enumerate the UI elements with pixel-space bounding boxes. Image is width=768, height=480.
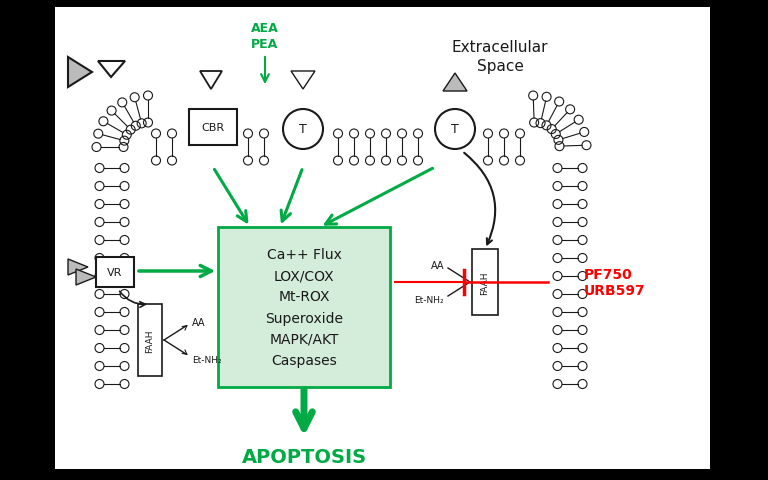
Bar <box>55 8 710 469</box>
Text: T: T <box>451 123 458 136</box>
Text: APOPTOSIS: APOPTOSIS <box>241 447 366 467</box>
Text: Et-NH₂: Et-NH₂ <box>192 356 222 365</box>
Bar <box>218 228 390 387</box>
Text: PF750: PF750 <box>584 267 633 281</box>
Bar <box>138 304 162 376</box>
Text: Extracellular
Space: Extracellular Space <box>452 40 548 73</box>
Text: URB597: URB597 <box>584 283 646 298</box>
Text: VR: VR <box>108 267 123 277</box>
Polygon shape <box>68 58 92 88</box>
Bar <box>189 110 237 146</box>
Text: Ca++ Flux
LOX/COX
Mt-ROX
Superoxide
MAPK/AKT
Caspases: Ca++ Flux LOX/COX Mt-ROX Superoxide MAPK… <box>265 248 343 367</box>
Circle shape <box>435 110 475 150</box>
Text: AEA
PEA: AEA PEA <box>251 22 279 51</box>
Text: CBR: CBR <box>201 123 224 133</box>
Polygon shape <box>443 74 467 92</box>
Polygon shape <box>68 260 88 276</box>
Circle shape <box>283 110 323 150</box>
Polygon shape <box>76 269 96 286</box>
Text: T: T <box>299 123 307 136</box>
Text: AA: AA <box>431 261 444 270</box>
Bar <box>96 257 134 288</box>
Bar <box>472 250 498 315</box>
Text: FAAH: FAAH <box>145 329 154 352</box>
Text: AA: AA <box>192 317 206 327</box>
Text: Et-NH₂: Et-NH₂ <box>415 296 444 305</box>
Text: FAAH: FAAH <box>481 271 489 294</box>
